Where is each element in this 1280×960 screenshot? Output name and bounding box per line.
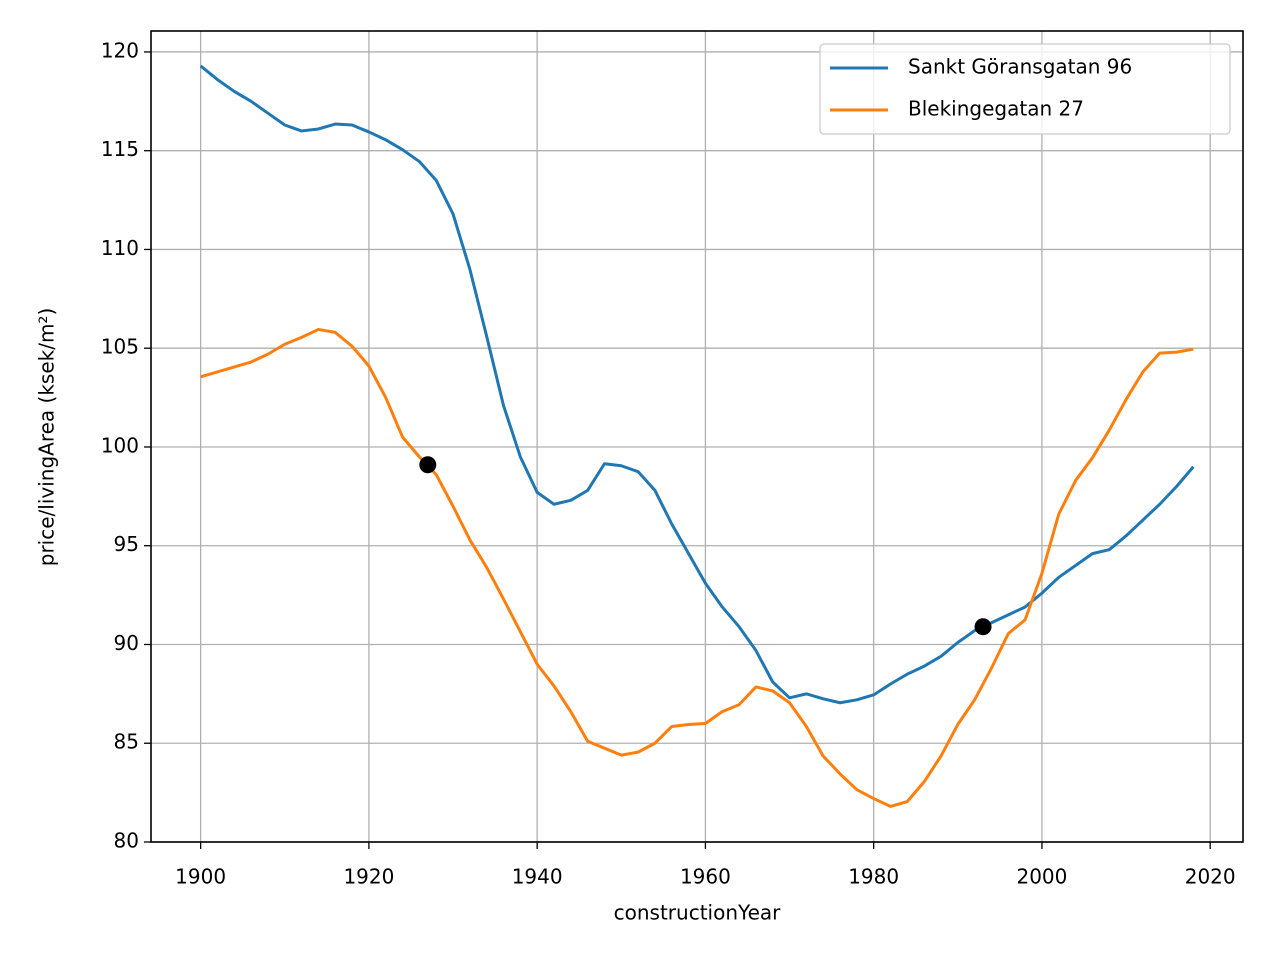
plot-frame <box>150 30 1244 843</box>
series-line <box>200 327 1194 808</box>
y-tick-label: 120 <box>101 38 139 62</box>
x-tick-label: 2020 <box>1185 865 1236 889</box>
y-tick-label: 100 <box>101 433 139 457</box>
y-tick-label: 80 <box>114 829 139 853</box>
y-tick-label: 105 <box>101 335 139 359</box>
x-tick-label: 1960 <box>680 865 731 889</box>
y-tick-label: 85 <box>114 730 139 754</box>
y-tick-label: 115 <box>101 137 139 161</box>
x-tick-label: 2000 <box>1016 865 1067 889</box>
y-tick-label: 95 <box>114 532 139 556</box>
legend-label: Blekingegatan 27 <box>908 97 1084 121</box>
x-axis-label: constructionYear <box>614 901 781 925</box>
legend-label: Sankt Göransgatan 96 <box>908 55 1132 79</box>
marker-point <box>419 456 437 474</box>
x-tick-label: 1980 <box>848 865 899 889</box>
y-axis-label: price/livingArea (ksek/m²) <box>35 308 59 567</box>
x-tick-label: 1900 <box>175 865 226 889</box>
x-tick-label: 1940 <box>512 865 563 889</box>
marker-point <box>974 618 992 636</box>
y-tick-label: 110 <box>101 236 139 260</box>
y-tick-label: 90 <box>114 631 139 655</box>
legend-box <box>819 43 1231 135</box>
x-tick-label: 1920 <box>343 865 394 889</box>
series-line <box>199 64 1195 705</box>
